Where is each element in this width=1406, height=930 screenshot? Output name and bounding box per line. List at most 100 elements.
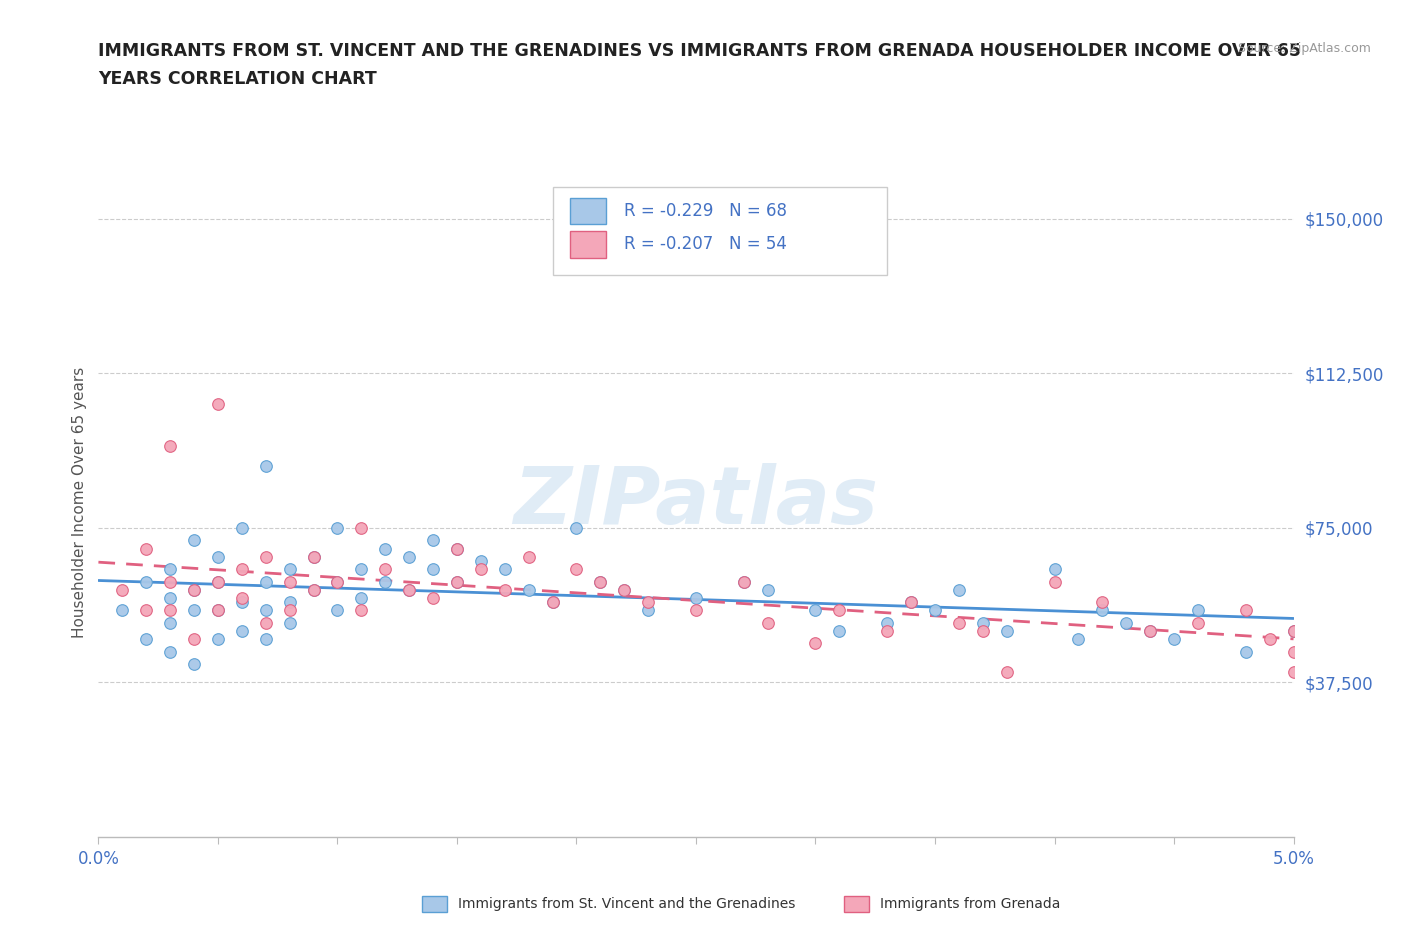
Point bbox=[565, 521, 588, 536]
Point bbox=[278, 574, 301, 589]
Point bbox=[972, 623, 994, 638]
Point bbox=[446, 574, 468, 589]
Point bbox=[733, 574, 755, 589]
Point bbox=[207, 574, 229, 589]
Point bbox=[804, 636, 827, 651]
Point bbox=[350, 562, 373, 577]
Text: R = -0.207   N = 54: R = -0.207 N = 54 bbox=[624, 235, 787, 253]
Point bbox=[302, 550, 325, 565]
Point bbox=[637, 603, 659, 618]
Point bbox=[207, 550, 229, 565]
Point bbox=[207, 631, 229, 646]
Point bbox=[1282, 623, 1305, 638]
Point bbox=[565, 562, 588, 577]
Point bbox=[302, 582, 325, 597]
Text: Immigrants from St. Vincent and the Grenadines: Immigrants from St. Vincent and the Gren… bbox=[458, 897, 796, 911]
Point bbox=[135, 574, 157, 589]
Point bbox=[374, 574, 396, 589]
Point bbox=[517, 550, 540, 565]
Point bbox=[207, 397, 229, 412]
Point bbox=[685, 603, 707, 618]
Point bbox=[541, 594, 564, 609]
Point bbox=[183, 631, 205, 646]
Point bbox=[350, 521, 373, 536]
Point bbox=[1043, 562, 1066, 577]
Point bbox=[207, 574, 229, 589]
Point bbox=[995, 665, 1018, 680]
Point bbox=[398, 582, 420, 597]
Point bbox=[876, 616, 898, 631]
Point bbox=[589, 574, 612, 589]
Point bbox=[159, 438, 181, 453]
Point bbox=[756, 582, 779, 597]
Point bbox=[135, 603, 157, 618]
Point bbox=[231, 591, 253, 605]
Point bbox=[326, 574, 349, 589]
Point bbox=[326, 603, 349, 618]
Point bbox=[876, 623, 898, 638]
Point bbox=[470, 562, 492, 577]
Point bbox=[159, 616, 181, 631]
Point bbox=[1282, 665, 1305, 680]
Point bbox=[1091, 594, 1114, 609]
Point bbox=[422, 533, 444, 548]
Point bbox=[159, 562, 181, 577]
Point bbox=[350, 591, 373, 605]
Point bbox=[302, 582, 325, 597]
Point bbox=[1234, 644, 1257, 659]
Point bbox=[183, 582, 205, 597]
Point bbox=[446, 574, 468, 589]
Point bbox=[446, 541, 468, 556]
Point bbox=[254, 631, 277, 646]
Point bbox=[254, 616, 277, 631]
Point bbox=[326, 521, 349, 536]
Point bbox=[948, 616, 970, 631]
Text: Source: ZipAtlas.com: Source: ZipAtlas.com bbox=[1237, 42, 1371, 55]
Point bbox=[446, 541, 468, 556]
Point bbox=[613, 582, 636, 597]
FancyBboxPatch shape bbox=[553, 188, 887, 274]
Point bbox=[374, 562, 396, 577]
Point bbox=[159, 591, 181, 605]
Point bbox=[924, 603, 946, 618]
Y-axis label: Householder Income Over 65 years: Householder Income Over 65 years bbox=[72, 366, 87, 638]
Point bbox=[254, 574, 277, 589]
Text: IMMIGRANTS FROM ST. VINCENT AND THE GRENADINES VS IMMIGRANTS FROM GRENADA HOUSEH: IMMIGRANTS FROM ST. VINCENT AND THE GREN… bbox=[98, 42, 1302, 60]
Point bbox=[302, 550, 325, 565]
Point bbox=[494, 562, 516, 577]
Point bbox=[374, 541, 396, 556]
Point bbox=[972, 616, 994, 631]
Point bbox=[183, 533, 205, 548]
Point bbox=[278, 603, 301, 618]
FancyBboxPatch shape bbox=[571, 231, 606, 258]
Point bbox=[1043, 574, 1066, 589]
Point bbox=[804, 603, 827, 618]
Point bbox=[828, 623, 851, 638]
Point bbox=[398, 550, 420, 565]
Point bbox=[254, 550, 277, 565]
Point bbox=[231, 521, 253, 536]
Text: R = -0.229   N = 68: R = -0.229 N = 68 bbox=[624, 202, 787, 219]
Point bbox=[278, 616, 301, 631]
Point bbox=[1234, 603, 1257, 618]
Point bbox=[517, 582, 540, 597]
Point bbox=[111, 582, 134, 597]
Point bbox=[254, 458, 277, 473]
Point bbox=[207, 603, 229, 618]
Point bbox=[948, 582, 970, 597]
Point bbox=[1163, 631, 1185, 646]
Point bbox=[900, 594, 922, 609]
Point bbox=[1187, 603, 1209, 618]
Point bbox=[733, 574, 755, 589]
Point bbox=[111, 603, 134, 618]
Point bbox=[159, 644, 181, 659]
Point bbox=[494, 582, 516, 597]
Point bbox=[1282, 644, 1305, 659]
Point bbox=[231, 594, 253, 609]
Point bbox=[900, 594, 922, 609]
Point bbox=[685, 591, 707, 605]
Point bbox=[207, 603, 229, 618]
Point bbox=[589, 574, 612, 589]
Point bbox=[159, 603, 181, 618]
Point bbox=[756, 616, 779, 631]
